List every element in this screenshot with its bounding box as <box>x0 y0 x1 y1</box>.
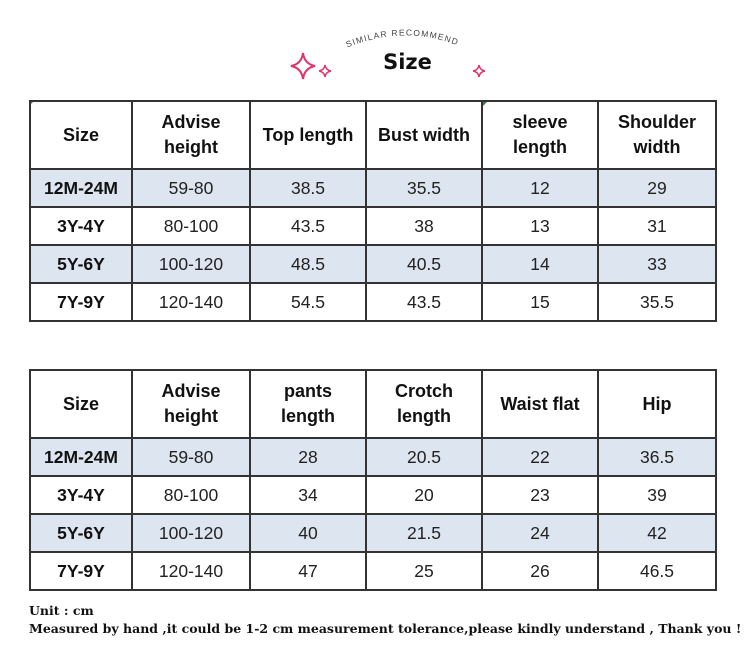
header-top-length: Top length <box>249 100 367 170</box>
table-cell: 38 <box>365 206 483 246</box>
table-cell: 38.5 <box>249 168 367 208</box>
header-crotch-length: Crotch length <box>365 369 483 439</box>
top-size-table: Size Advise height Top length Bust width… <box>29 100 717 322</box>
size-cell: 3Y-4Y <box>29 475 133 515</box>
header-sleeve-length: sleeve length <box>481 100 599 170</box>
table-cell: 28 <box>249 437 367 477</box>
table-row: 7Y-9Y 120-140 47 25 26 46.5 <box>29 551 717 591</box>
size-cell: 5Y-6Y <box>29 244 133 284</box>
size-cell: 12M-24M <box>29 437 133 477</box>
table-cell: 43.5 <box>249 206 367 246</box>
table-cell: 40 <box>249 513 367 553</box>
table-cell: 29 <box>597 168 717 208</box>
table-cell: 43.5 <box>365 282 483 322</box>
table-row: 12M-24M 59-80 28 20.5 22 36.5 <box>29 437 717 477</box>
table-cell: 12 <box>481 168 599 208</box>
table-row: 12M-24M 59-80 38.5 35.5 12 29 <box>29 168 717 208</box>
table-cell: 20 <box>365 475 483 515</box>
size-cell: 3Y-4Y <box>29 206 133 246</box>
table-cell: 31 <box>597 206 717 246</box>
svg-text:SIMILAR RECOMMEND: SIMILAR RECOMMEND <box>344 27 460 49</box>
header-hip: Hip <box>597 369 717 439</box>
table-cell: 59-80 <box>131 168 251 208</box>
table-header-row: Size Advise height pants length Crotch l… <box>29 369 717 439</box>
table-cell: 21.5 <box>365 513 483 553</box>
table-cell: 54.5 <box>249 282 367 322</box>
table-row: 5Y-6Y 100-120 48.5 40.5 14 33 <box>29 244 717 284</box>
sparkle-icon <box>290 52 316 80</box>
table-cell: 13 <box>481 206 599 246</box>
arc-subtitle: SIMILAR RECOMMEND <box>344 27 460 49</box>
size-cell: 12M-24M <box>29 168 133 208</box>
header-shoulder-width: Shoulder width <box>597 100 717 170</box>
header-advise-height: Advise height <box>131 369 251 439</box>
table-cell: 33 <box>597 244 717 284</box>
table-row: 3Y-4Y 80-100 43.5 38 13 31 <box>29 206 717 246</box>
table-row: 3Y-4Y 80-100 34 20 23 39 <box>29 475 717 515</box>
table-cell: 46.5 <box>597 551 717 591</box>
header-size: Size <box>29 369 133 439</box>
table-cell: 26 <box>481 551 599 591</box>
header-bust-width: Bust width <box>365 100 483 170</box>
arc-subtitle-text: SIMILAR RECOMMEND <box>344 27 459 49</box>
pants-size-table: Size Advise height pants length Crotch l… <box>29 369 717 591</box>
table-cell: 34 <box>249 475 367 515</box>
table-cell: 25 <box>365 551 483 591</box>
table-cell: 20.5 <box>365 437 483 477</box>
table-cell: 100-120 <box>131 244 251 284</box>
table-row: 5Y-6Y 100-120 40 21.5 24 42 <box>29 513 717 553</box>
table-cell: 80-100 <box>131 206 251 246</box>
small-sparkle-icon <box>318 64 332 78</box>
table-cell: 22 <box>481 437 599 477</box>
table-cell: 120-140 <box>131 551 251 591</box>
table-header-row: Size Advise height Top length Bust width… <box>29 100 717 170</box>
size-cell: 7Y-9Y <box>29 551 133 591</box>
size-cell: 7Y-9Y <box>29 282 133 322</box>
table-cell: 100-120 <box>131 513 251 553</box>
table-cell: 24 <box>481 513 599 553</box>
table-cell: 42 <box>597 513 717 553</box>
table-cell: 48.5 <box>249 244 367 284</box>
table-cell: 35.5 <box>365 168 483 208</box>
header-size: Size <box>29 100 133 170</box>
table-cell: 80-100 <box>131 475 251 515</box>
table-cell: 120-140 <box>131 282 251 322</box>
header-advise-height: Advise height <box>131 100 251 170</box>
table-cell: 23 <box>481 475 599 515</box>
notes: Unit : cm Measured by hand ,it could be … <box>29 602 741 638</box>
measurement-disclaimer: Measured by hand ,it could be 1-2 cm mea… <box>29 621 742 636</box>
table-cell: 35.5 <box>597 282 717 322</box>
table-cell: 36.5 <box>597 437 717 477</box>
table-cell: 39 <box>597 475 717 515</box>
page-title: Size <box>383 50 432 74</box>
table-cell: 40.5 <box>365 244 483 284</box>
table-cell: 59-80 <box>131 437 251 477</box>
header: SIMILAR RECOMMEND Size <box>0 0 750 95</box>
header-pants-length: pants length <box>249 369 367 439</box>
size-cell: 5Y-6Y <box>29 513 133 553</box>
table-cell: 15 <box>481 282 599 322</box>
table-cell: 14 <box>481 244 599 284</box>
small-sparkle-icon-right <box>472 64 486 78</box>
table-row: 7Y-9Y 120-140 54.5 43.5 15 35.5 <box>29 282 717 322</box>
table-cell: 47 <box>249 551 367 591</box>
header-waist-flat: Waist flat <box>481 369 599 439</box>
unit-note: Unit : cm <box>29 603 94 618</box>
